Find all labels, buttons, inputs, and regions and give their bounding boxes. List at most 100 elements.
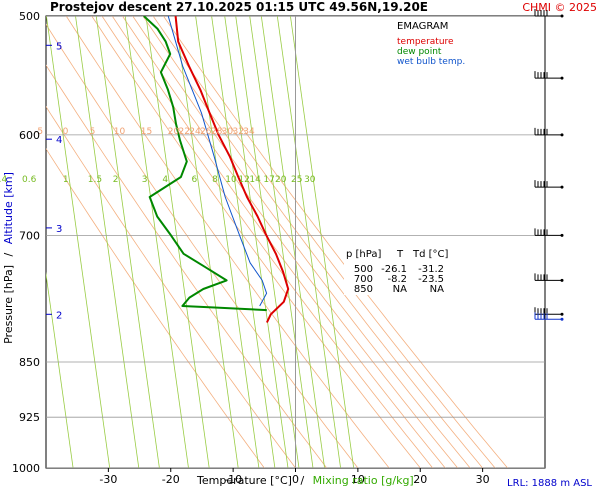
x-axis-title: Temperature [°C] / Mixing ratio [g/kg] [196,474,414,487]
legend-temperature: temperature [397,37,454,47]
mixing-ratio-line [46,271,74,468]
pressure-tick-label: 1000 [12,462,40,475]
wind-barb-station [560,312,564,316]
legend: EMAGRAM temperature dew point wet bulb t… [397,21,465,67]
altitude-tick-label: 2 [56,310,62,321]
mixing-ratio-label: 20 [275,175,287,185]
temperature-profile-line [174,16,290,323]
wind-barb-station [560,185,564,189]
dry-adiabat-line [132,16,471,468]
table-cell: -23.5 [418,274,444,285]
mixing-ratio-label: 14 [249,175,261,185]
x-tick-label: 0 [292,473,299,486]
altitude-tick-label: 4 [56,135,62,146]
dry-adiabat-label: 22 [178,127,189,137]
pressure-tick-label: 925 [19,411,40,424]
mixing-ratio-line [124,16,189,468]
x-tick-label: -20 [162,473,180,486]
x-tick-label: -30 [99,473,117,486]
mixing-ratio-label: 0.6 [22,175,37,185]
wind-barb-station [560,14,564,18]
mixing-ratio-line [290,16,355,468]
wetbulb-profile-line [167,16,268,307]
table-cell: 850 [354,284,373,295]
dry-adiabat-line [121,16,459,468]
mixing-ratio-line [235,16,300,468]
wind-barb-low [534,312,564,321]
y-axis-pressure-label: Pressure [hPa] [2,265,15,344]
wind-barb [534,9,564,18]
mixing-ratio-line [75,16,140,468]
dry-adiabat-line [91,16,421,468]
mixing-ratio-line [260,16,325,468]
dry-adiabat-line [46,148,265,468]
mixing-ratio-label: 10 [225,175,237,185]
dry-adiabat-label: 15 [141,127,152,137]
dry-adiabat-label: 0 [63,127,69,137]
dewpoint-profile-line [143,16,267,312]
dry-adiabat-line [142,16,484,468]
wind-barb-station [560,317,564,321]
legend-wetbulb: wet bulb temp. [397,57,465,67]
table-cell: 700 [354,274,373,285]
wind-barb [534,228,564,237]
pressure-tick-label: 850 [19,356,40,369]
dry-adiabat-label: 26 [200,127,212,137]
dry-adiabat-label: 20 [168,127,180,137]
mixing-ratio-label: 3 [142,175,148,185]
mixing-ratio-line [46,16,111,468]
table-cell: -8.2 [387,274,407,285]
lrl-label: LRL: 1888 m ASL [507,478,592,489]
x-tick-label: -10 [224,473,242,486]
table-cell: NA [393,284,407,295]
values-table: p [hPa] T Td [°C] 500 -26.1 -31.2 700 -8… [344,245,449,295]
mixing-ratio-label: 12 [238,175,249,185]
dry-adiabat-line [101,16,434,468]
pressure-tick-label: 700 [19,229,40,242]
y-axis-separator: / [2,252,15,256]
dry-adiabat-label: 34 [243,127,255,137]
mixing-ratio-line [174,16,239,468]
dry-adiabat-label: 24 [189,127,201,137]
table-header-p: p [hPa] [346,249,381,260]
x-axis-separator: / [300,474,304,487]
x-tick-label: 10 [351,473,365,486]
wind-barb-station [560,278,564,282]
x-tick-label: 30 [476,473,490,486]
table-header-t: T [396,249,404,260]
wind-barb [534,127,564,137]
mixing-ratio-label: 25 [291,175,302,185]
mixing-ratio-line [224,16,289,468]
wind-barb-station [560,133,564,137]
x-tick-label: 20 [413,473,427,486]
credit-label: CHMI © 2025 [522,1,597,14]
dry-adiabat-line [65,16,390,468]
table-cell: -31.2 [418,264,444,275]
mixing-ratio-line [95,16,160,468]
dry-adiabat-label: 10 [114,127,126,137]
dry-adiabat-label: 30 [222,127,234,137]
mixing-ratio-label: 1 [63,175,69,185]
table-cell: -26.1 [381,264,407,275]
mixing-ratio-label: 30 [304,175,316,185]
y-axis-altitude-label: Altitude [km] [2,172,15,244]
wind-barb [534,71,564,80]
dry-adiabat-label: 32 [232,127,243,137]
dry-adiabat-label: -5 [34,127,43,137]
table-cell: NA [430,284,444,295]
wind-barb-station [560,233,564,237]
table-cell: 500 [354,264,373,275]
x-axis-temp-label: Temperature [°C] [196,474,292,487]
x-axis-mixing-label: Mixing ratio [g/kg] [313,474,414,487]
mixing-ratio-label: 0.4 [0,175,8,185]
wind-barb [534,273,564,282]
y-axis-title: Pressure [hPa] / Altitude [km] [2,172,15,344]
mixing-ratio-label: 6 [192,175,198,185]
chart-title: Prostejov descent 27.10.2025 01:15 UTC 4… [50,0,428,14]
dry-adiabat-line [46,64,328,468]
mixing-ratio-label: 2 [113,175,119,185]
mixing-ratio-label: 17 [263,175,274,185]
wind-barb [534,180,564,189]
mixing-ratio-line [195,16,260,468]
